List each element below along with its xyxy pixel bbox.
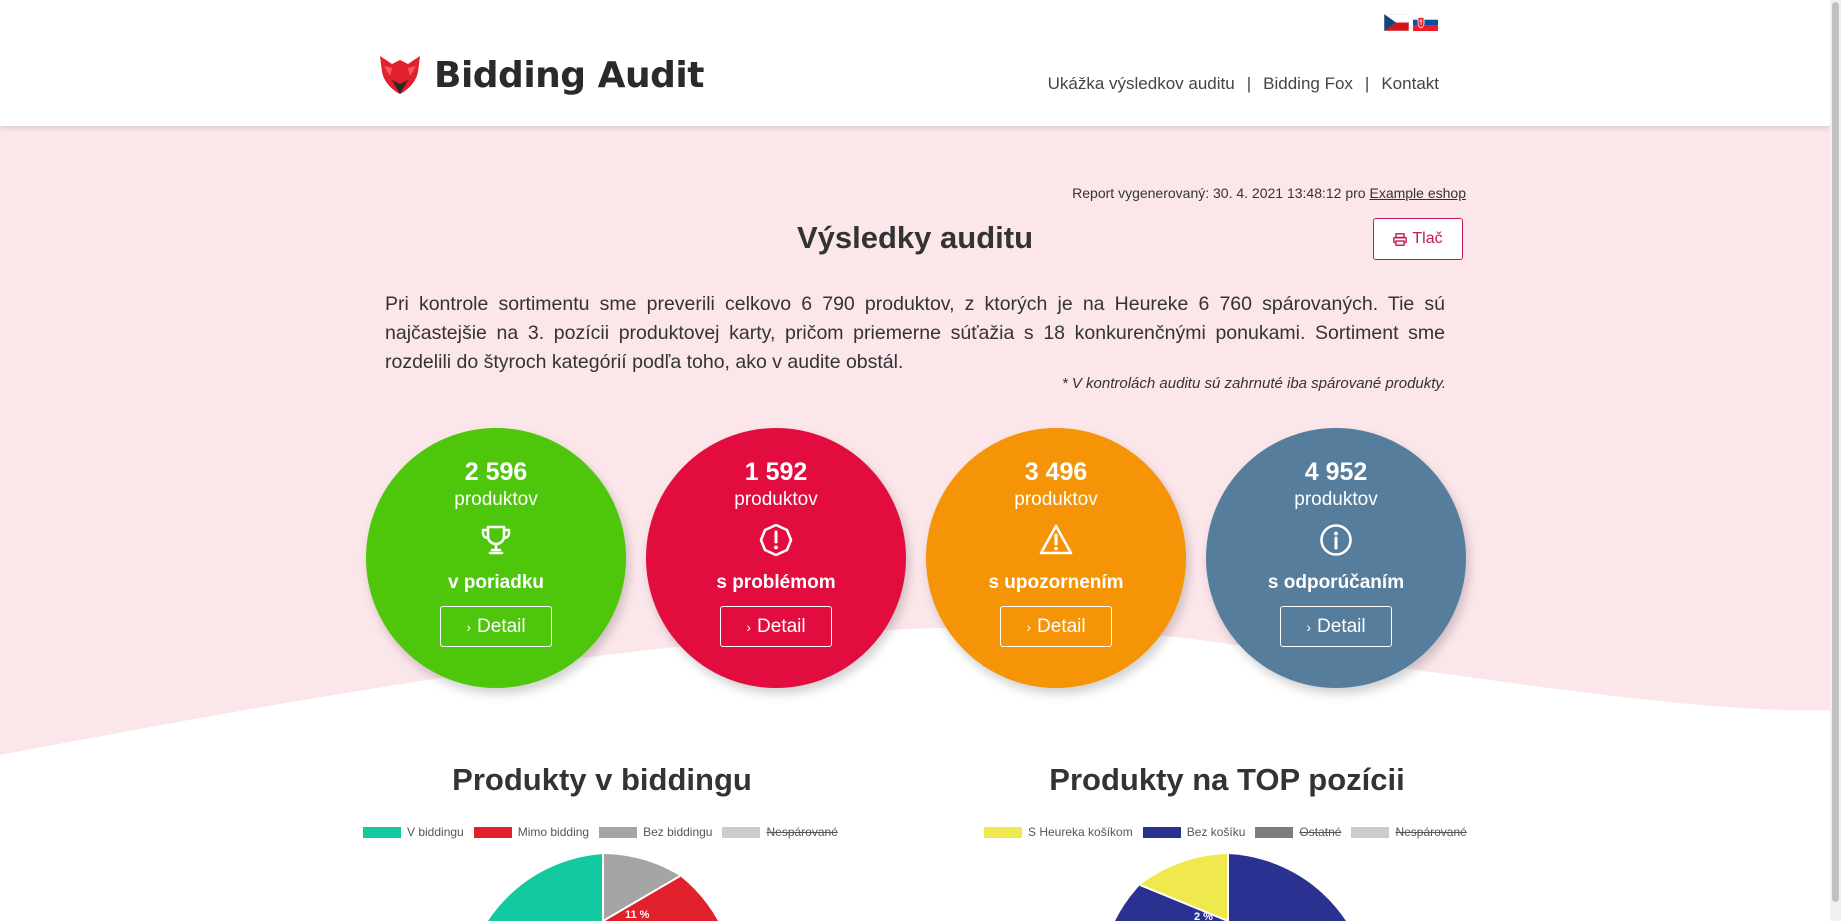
pie-slice-v-biddingu	[488, 854, 603, 921]
legend-swatch	[599, 826, 638, 838]
audit-note: * V kontrolách auditu sú zahrnuté iba sp…	[1061, 375, 1446, 392]
card-warning: 3 496 produktov s upozornením › Detail	[926, 428, 1186, 688]
card-unit: produktov	[454, 489, 538, 510]
detail-button-warning[interactable]: › Detail	[1000, 606, 1112, 647]
legend-top: S Heureka košíkom Bez košíku Ostatné Nes…	[984, 825, 1467, 839]
legend-label: Bez biddingu	[643, 825, 713, 839]
white-wave	[0, 627, 1841, 921]
legend-swatch	[1142, 826, 1181, 838]
card-problem: 1 592 produktov s problémom › Detail	[646, 428, 906, 688]
nav-link-audit-sample[interactable]: Ukážka výsledkov auditu	[1047, 74, 1235, 93]
legend-item[interactable]: S Heureka košíkom	[984, 825, 1133, 839]
pie-chart-bidding: 11 %	[488, 854, 718, 921]
legend-label: S Heureka košíkom	[1028, 825, 1133, 839]
card-unit: produktov	[1014, 489, 1098, 510]
legend-item[interactable]: Ostatné	[1255, 825, 1341, 839]
legend-label: Nespárované	[1395, 825, 1467, 839]
pie-slice-bez-biddingu	[603, 854, 680, 921]
card-ok: 2 596 produktov v poriadku › Detail	[366, 428, 626, 688]
card-label: v poriadku	[447, 572, 545, 593]
legend-swatch	[984, 826, 1022, 838]
legend-swatch	[1351, 826, 1390, 838]
legend-label: Nespárované	[766, 825, 838, 839]
print-button-label: Tlač	[1412, 230, 1443, 247]
warning-triangle-icon	[1039, 524, 1073, 555]
chevron-right-icon: ›	[746, 618, 752, 635]
audit-intro-text: Pri kontrole sortimentu sme preverili ce…	[385, 293, 1445, 373]
legend-swatch	[722, 826, 761, 838]
page-title: Výsledky auditu	[796, 220, 1034, 255]
detail-label: Detail	[477, 615, 526, 637]
legend-label: Ostatné	[1299, 825, 1342, 839]
card-recommendation: 4 952 produktov s odporúčaním › Detail	[1206, 428, 1466, 688]
printer-icon	[1393, 232, 1408, 246]
exclamation-circle-icon	[759, 523, 793, 557]
legend-swatch	[473, 826, 512, 838]
card-label: s upozornením	[988, 572, 1124, 593]
detail-label: Detail	[1037, 615, 1086, 637]
print-button[interactable]: Tlač	[1373, 218, 1463, 260]
detail-label: Detail	[757, 615, 806, 637]
legend-label: Mimo bidding	[517, 825, 590, 839]
legend-bidding: V biddingu Mimo bidding Bez biddingu Nes…	[363, 825, 838, 839]
scrollbar-thumb[interactable]	[1832, 2, 1839, 902]
card-unit: produktov	[734, 489, 818, 510]
pie-slice-heureka-kosik	[1140, 854, 1228, 921]
legend-label: Bez košíku	[1186, 825, 1246, 839]
chevron-right-icon: ›	[466, 618, 472, 635]
brand-logo[interactable]: Bidding Audit	[378, 54, 704, 96]
legend-item[interactable]: Nespárované	[1351, 825, 1467, 839]
report-generated-text: Report vygenerovaný: 30. 4. 2021 13:48:1…	[1072, 185, 1366, 201]
card-count: 1 592	[744, 458, 808, 486]
card-label: s problémom	[716, 572, 836, 593]
brand-name: Bidding Audit	[434, 54, 704, 96]
pie-slice-bez-kosiku	[1228, 854, 1346, 921]
detail-button-ok[interactable]: › Detail	[440, 606, 552, 647]
nav-separator: |	[1246, 74, 1252, 93]
nav-link-contact[interactable]: Kontakt	[1381, 74, 1439, 93]
nav-link-bidding-fox[interactable]: Bidding Fox	[1263, 74, 1353, 93]
nav-separator: |	[1364, 74, 1370, 93]
pie-chart-top: 2 %	[1115, 854, 1346, 921]
info-circle-icon	[1320, 524, 1352, 556]
slovak-flag-icon[interactable]	[1413, 14, 1438, 31]
pie-slice-bez-kosiku-left	[1115, 885, 1228, 921]
language-switcher	[1384, 14, 1438, 31]
main-nav: Ukážka výsledkov auditu | Bidding Fox | …	[1048, 74, 1439, 94]
trophy-icon	[481, 525, 511, 555]
detail-label: Detail	[1317, 615, 1366, 637]
chevron-right-icon: ›	[1306, 618, 1312, 635]
card-count: 2 596	[464, 458, 528, 486]
card-count: 3 496	[1024, 458, 1088, 486]
legend-item[interactable]: Nespárované	[722, 825, 838, 839]
site-header: Bidding Audit Ukážka výsledkov auditu | …	[0, 0, 1830, 126]
pie-data-label: 11 %	[625, 909, 650, 921]
shop-link[interactable]: Example eshop	[1369, 185, 1466, 201]
czech-flag-icon[interactable]	[1384, 14, 1409, 31]
legend-label: V biddingu	[407, 825, 464, 839]
legend-item[interactable]: Bez biddingu	[599, 825, 712, 839]
card-count: 4 952	[1304, 458, 1368, 486]
pie-slice-mimo-bidding	[603, 876, 718, 921]
legend-swatch	[363, 826, 401, 838]
chart-title-bidding: Produkty v biddingu	[452, 762, 752, 797]
report-generated-info: Report vygenerovaný: 30. 4. 2021 13:48:1…	[1072, 185, 1466, 201]
page-scrollbar[interactable]	[1830, 0, 1841, 921]
detail-button-recommendation[interactable]: › Detail	[1280, 606, 1392, 647]
pie-data-label: 2 %	[1194, 911, 1213, 921]
legend-swatch	[1255, 826, 1294, 838]
card-unit: produktov	[1294, 489, 1378, 510]
fox-logo-icon	[380, 56, 420, 94]
card-label: s odporúčaním	[1267, 572, 1405, 593]
detail-button-problem[interactable]: › Detail	[720, 606, 832, 647]
chart-title-top: Produkty na TOP pozícii	[1049, 762, 1405, 797]
legend-item[interactable]: Mimo bidding	[473, 825, 590, 839]
chevron-right-icon: ›	[1026, 618, 1032, 635]
legend-item[interactable]: Bez košíku	[1142, 825, 1246, 839]
legend-item[interactable]: V biddingu	[363, 825, 464, 839]
